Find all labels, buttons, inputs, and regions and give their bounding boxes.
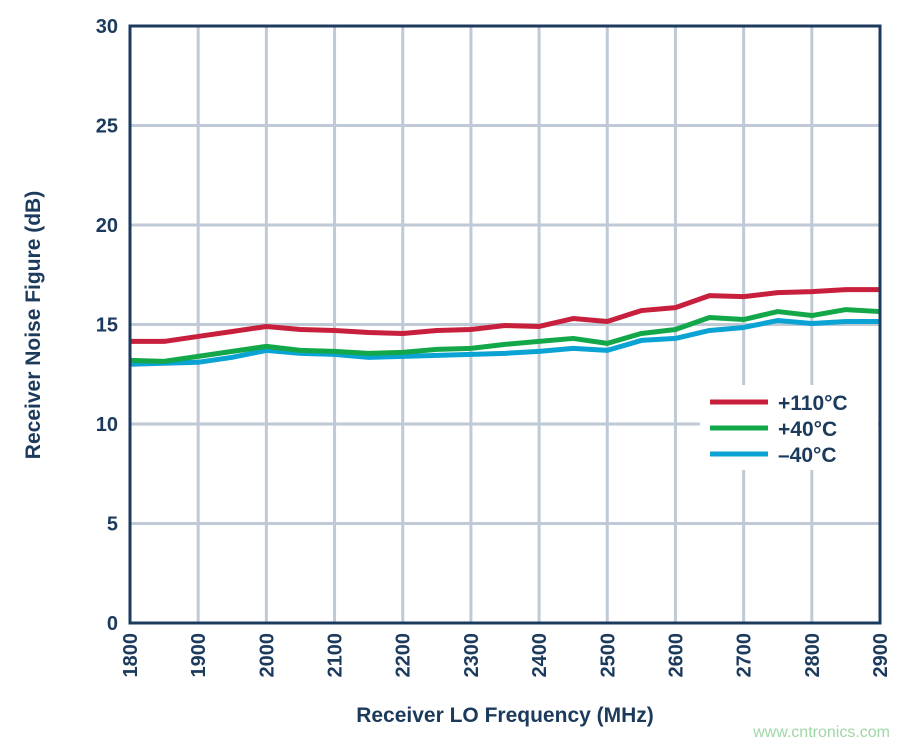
x-tick-label: 2700 — [734, 633, 756, 678]
x-tick-label: 2000 — [256, 633, 278, 678]
x-tick-label: 1800 — [120, 633, 142, 678]
y-tick-label: 30 — [96, 16, 118, 38]
x-tick-label: 2600 — [665, 633, 687, 678]
y-tick-label: 5 — [107, 514, 118, 536]
x-tick-label: 2400 — [529, 633, 551, 678]
plot-frame — [128, 24, 882, 625]
legend-label: +110°C — [778, 392, 848, 415]
series-lines — [129, 287, 881, 367]
y-axis-label: Receiver Noise Figure (dB) — [22, 191, 45, 459]
x-tick-label: 2200 — [393, 633, 415, 678]
tick-labels: 1800 1900 2000 2100 2200 2300 2400 2500 2600 2700… — [96, 16, 892, 678]
y-tick-label: 25 — [96, 116, 118, 138]
x-tick-label: 2500 — [597, 633, 619, 678]
x-tick-label: 2300 — [461, 633, 483, 678]
watermark: www.cntronics.com — [752, 724, 890, 741]
x-tick-label: 2800 — [802, 633, 824, 678]
y-tick-label: 10 — [96, 414, 118, 436]
legend-label: +40°C — [778, 418, 837, 441]
y-tick-label: 0 — [107, 613, 118, 635]
y-tick-label: 20 — [96, 215, 118, 237]
series-line — [129, 318, 880, 367]
series-line — [130, 287, 880, 344]
x-tick-label: 2100 — [325, 633, 347, 678]
y-tick-label: 15 — [96, 315, 118, 337]
x-axis-label: Receiver LO Frequency (MHz) — [356, 704, 654, 727]
legend-label: –40°C — [778, 444, 837, 467]
series-line — [129, 307, 881, 364]
legend: +110°C +40°C –40°C — [700, 385, 878, 470]
x-tick-label: 2900 — [870, 633, 892, 678]
x-tick-label: 1900 — [188, 633, 210, 678]
